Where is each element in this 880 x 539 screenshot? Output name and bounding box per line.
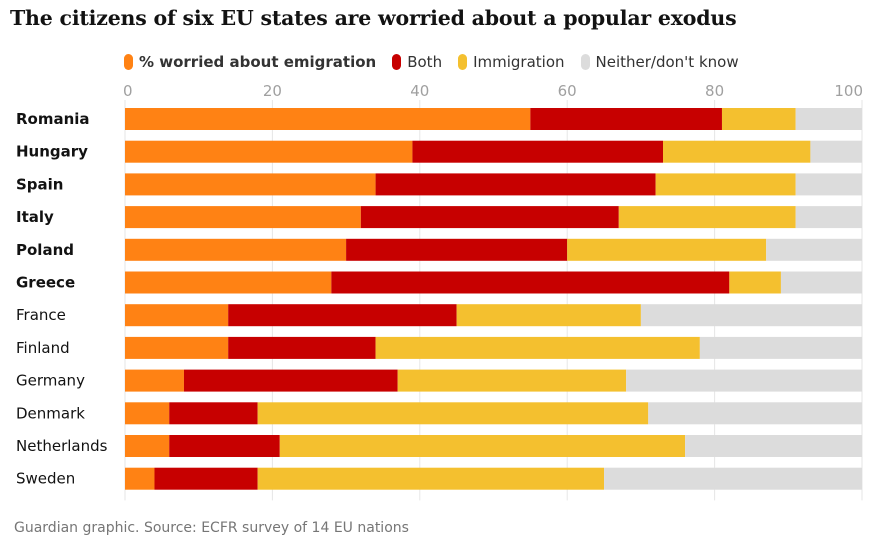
bar-finland-neither: [699, 336, 862, 359]
bar-spain-neither: [795, 173, 862, 196]
legend-label-both: Both: [407, 53, 443, 71]
tick-label-0: 0: [123, 82, 133, 100]
bar-hungary-immigration: [663, 140, 811, 163]
bar-sweden-immigration: [257, 467, 605, 490]
bar-poland-immigration: [567, 238, 767, 261]
bar-france-immigration: [456, 304, 641, 327]
category-label-finland: Finland: [16, 339, 70, 357]
legend-swatch-both: [392, 54, 402, 70]
bar-finland-emigration: [125, 336, 229, 359]
legend-label-immigration: Immigration: [473, 53, 565, 71]
bar-italy-neither: [795, 206, 862, 229]
bar-romania-both: [530, 108, 722, 130]
bar-sweden-emigration: [125, 467, 155, 490]
bar-italy-both: [360, 206, 619, 229]
legend-swatch-immigration: [458, 54, 468, 70]
bar-greece-both: [331, 271, 730, 294]
source-footnote: Guardian graphic. Source: ECFR survey of…: [14, 520, 409, 536]
legend-swatch-emigration: [124, 54, 133, 70]
category-label-poland: Poland: [16, 241, 74, 259]
bar-romania-immigration: [721, 108, 796, 130]
bar-italy-emigration: [125, 206, 361, 229]
bar-finland-both: [228, 336, 376, 359]
category-label-italy: Italy: [16, 208, 54, 226]
legend-item-emigration: % worried about emigration: [124, 53, 376, 71]
tick-label-20: 20: [263, 82, 282, 100]
legend-swatch-neither: [580, 54, 590, 70]
category-label-hungary: Hungary: [16, 143, 88, 161]
bar-france-neither: [640, 304, 862, 327]
tick-label-60: 60: [558, 82, 577, 100]
bar-hungary-both: [412, 140, 664, 163]
bar-germany-emigration: [125, 369, 184, 392]
bar-denmark-immigration: [257, 402, 649, 425]
bar-netherlands-both: [169, 435, 280, 457]
bar-spain-both: [375, 173, 656, 196]
category-label-france: France: [16, 306, 66, 324]
bar-sweden-both: [154, 467, 258, 490]
category-label-spain: Spain: [16, 175, 63, 193]
bar-italy-immigration: [618, 206, 796, 229]
legend-label-emigration: % worried about emigration: [139, 53, 377, 71]
bar-germany-both: [183, 369, 398, 392]
legend-label-neither: Neither/don't know: [595, 53, 739, 71]
bar-greece-neither: [780, 271, 862, 294]
bar-netherlands-emigration: [125, 435, 170, 457]
category-label-romania: Romania: [16, 110, 90, 128]
category-label-sweden: Sweden: [16, 470, 75, 488]
bar-greece-emigration: [125, 271, 332, 294]
bar-hungary-emigration: [125, 140, 413, 163]
bar-sweden-neither: [604, 467, 862, 490]
bar-netherlands-neither: [685, 435, 862, 457]
bar-germany-immigration: [397, 369, 627, 392]
tick-label-80: 80: [705, 82, 724, 100]
bar-romania-neither: [795, 108, 862, 130]
legend-item-neither: Neither/don't know: [580, 53, 739, 71]
bar-denmark-emigration: [125, 402, 170, 425]
tick-label-40: 40: [410, 82, 429, 100]
bar-france-both: [228, 304, 457, 327]
bar-germany-neither: [626, 369, 862, 392]
bar-poland-both: [346, 238, 568, 261]
category-label-netherlands: Netherlands: [16, 437, 108, 455]
bar-hungary-neither: [810, 140, 862, 163]
category-label-greece: Greece: [16, 274, 75, 292]
bar-finland-immigration: [375, 336, 700, 359]
bar-poland-neither: [766, 238, 862, 261]
bar-poland-emigration: [125, 238, 347, 261]
legend-item-both: Both: [392, 53, 442, 71]
legend: % worried about emigration Both Immigrat…: [124, 53, 755, 71]
bar-netherlands-immigration: [279, 435, 686, 457]
chart-title: The citizens of six EU states are worrie…: [10, 6, 737, 30]
bar-denmark-both: [169, 402, 258, 425]
bar-spain-emigration: [125, 173, 376, 196]
bar-france-emigration: [125, 304, 229, 327]
category-label-germany: Germany: [16, 372, 85, 390]
legend-item-immigration: Immigration: [458, 53, 565, 71]
bar-spain-immigration: [655, 173, 796, 196]
category-label-denmark: Denmark: [16, 404, 85, 422]
bar-denmark-neither: [648, 402, 862, 425]
tick-label-100: 100: [834, 82, 863, 100]
bar-romania-emigration: [125, 108, 531, 130]
bar-greece-immigration: [729, 271, 781, 294]
